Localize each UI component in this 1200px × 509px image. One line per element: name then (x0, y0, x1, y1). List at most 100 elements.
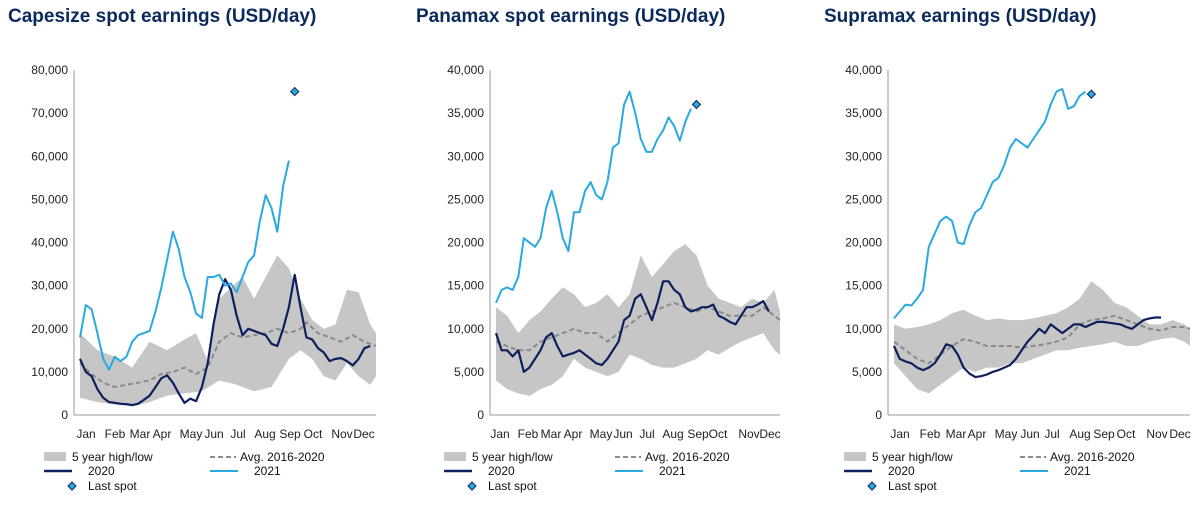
y-tick-label: 20,000 (845, 236, 882, 250)
series-2021-line (79, 160, 290, 371)
series-avg-line (79, 320, 377, 389)
x-tick-label: Oct (1117, 427, 1136, 441)
capesize-chart: 0 10,000 20,000 30,000 40,000 50,000 60,000 70,… (31, 63, 377, 493)
y-tick-label: 80,000 (31, 63, 68, 77)
legend-spot-swatch (467, 481, 477, 491)
x-tick-label: Jun (613, 427, 632, 441)
y-tick-label: 10,000 (845, 322, 882, 336)
legend-band-swatch (44, 452, 66, 461)
y-tick-label: 25,000 (845, 192, 882, 206)
x-tick-label: Mar (130, 427, 151, 441)
y-tick-label: 0 (875, 408, 882, 422)
chart-title: Panamax spot earnings (USD/day) (416, 6, 726, 27)
x-tick-label: Jul (639, 427, 654, 441)
y-tick-label: 30,000 (447, 149, 484, 163)
x-tick-label: May (180, 427, 203, 441)
legend-2021-label: 2021 (254, 464, 281, 478)
legend-band-swatch (444, 452, 466, 461)
series-2021-line (893, 88, 1087, 320)
x-tick-label: Dec (759, 427, 780, 441)
y-tick-label: 70,000 (31, 106, 68, 120)
series-avg-line (495, 301, 781, 352)
x-tick-label: May (590, 427, 613, 441)
legend-avg-label: Avg. 2016-2020 (1050, 450, 1135, 464)
legend-2020-label: 2020 (888, 464, 915, 478)
legend-band-label: 5 year high/low (472, 450, 553, 464)
y-tick-label: 50,000 (31, 192, 68, 206)
panamax-chart: 0 5,000 10,000 15,000 20,000 25,000 30,000 35,0… (444, 63, 781, 493)
capesize-chart-panel: Capesize spot earnings (USD/day) 0 10,000… (0, 0, 400, 504)
legend-avg-label: Avg. 2016-2020 (645, 450, 730, 464)
x-tick-label: Apr (564, 427, 583, 441)
panamax-chart-panel: Panamax spot earnings (USD/day) 0 5,000 10… (400, 0, 800, 504)
last-spot-point (1086, 89, 1097, 99)
y-tick-label: 20,000 (447, 236, 484, 250)
band-high-low (496, 244, 780, 396)
y-tick-label: 30,000 (845, 149, 882, 163)
series-2021-line (495, 90, 692, 304)
x-tick-label: Aug (254, 427, 275, 441)
y-tick-label: 20,000 (31, 322, 68, 336)
x-tick-label: Oct (304, 427, 323, 441)
x-tick-label: Oct (709, 427, 728, 441)
x-tick-label: Jul (1044, 427, 1059, 441)
x-tick-label: Feb (105, 427, 126, 441)
legend-2021-label: 2021 (659, 464, 686, 478)
x-tick-label: Mar (946, 427, 967, 441)
y-tick-label: 15,000 (845, 279, 882, 293)
x-tick-label: Dec (1169, 427, 1190, 441)
last-spot-point (691, 99, 702, 110)
x-tick-label: Sep (1093, 427, 1115, 441)
legend-avg-label: Avg. 2016-2020 (240, 450, 325, 464)
y-tick-label: 60,000 (31, 149, 68, 163)
y-tick-label: 30,000 (31, 279, 68, 293)
legend-band-label: 5 year high/low (872, 450, 953, 464)
y-tick-label: 10,000 (31, 365, 68, 379)
x-tick-label: Jul (230, 427, 245, 441)
series-avg-line (893, 314, 1191, 365)
x-tick-label: Jun (204, 427, 223, 441)
series-2020-line (494, 280, 770, 373)
x-tick-label: May (995, 427, 1018, 441)
y-tick-label: 0 (477, 408, 484, 422)
y-tick-label: 5,000 (852, 365, 882, 379)
x-tick-label: Feb (518, 427, 539, 441)
x-tick-label: Jan (890, 427, 909, 441)
legend-spot-label: Last spot (888, 479, 937, 493)
supramax-chart-panel: Supramax earnings (USD/day) 0 5,000 10,000… (800, 0, 1200, 504)
x-tick-label: Dec (353, 427, 374, 441)
y-tick-label: 25,000 (447, 192, 484, 206)
y-tick-label: 0 (61, 408, 68, 422)
supramax-chart: 0 5,000 10,000 15,000 20,000 25,000 30,000 35,0… (844, 63, 1191, 493)
y-tick-label: 35,000 (447, 106, 484, 120)
y-tick-label: 40,000 (447, 63, 484, 77)
legend-band-swatch (844, 452, 866, 461)
x-tick-label: Sep (279, 427, 301, 441)
legend-spot-label: Last spot (488, 479, 537, 493)
chart-title: Capesize spot earnings (USD/day) (8, 6, 317, 27)
x-tick-label: Aug (1069, 427, 1090, 441)
y-tick-label: 15,000 (447, 279, 484, 293)
chart-title: Supramax earnings (USD/day) (824, 6, 1097, 27)
x-tick-label: Nov (738, 427, 759, 441)
y-tick-label: 40,000 (31, 236, 68, 250)
legend-spot-label: Last spot (88, 479, 137, 493)
y-tick-label: 40,000 (845, 63, 882, 77)
x-tick-label: Jan (76, 427, 95, 441)
legend-spot-swatch (67, 481, 77, 491)
x-tick-label: Apr (968, 427, 987, 441)
x-tick-label: Aug (662, 427, 683, 441)
last-spot-point (290, 86, 300, 97)
x-tick-label: Mar (541, 427, 562, 441)
y-tick-label: 35,000 (845, 106, 882, 120)
x-tick-label: Feb (920, 427, 941, 441)
x-tick-label: Sep (687, 427, 709, 441)
series-2020-line (892, 316, 1161, 379)
x-tick-label: Jun (1020, 427, 1039, 441)
y-tick-label: 5,000 (454, 365, 484, 379)
x-tick-label: Apr (153, 427, 172, 441)
legend-spot-swatch (867, 481, 877, 491)
band-high-low (80, 255, 376, 407)
band-high-low (894, 281, 1190, 394)
legend-band-label: 5 year high/low (72, 450, 153, 464)
